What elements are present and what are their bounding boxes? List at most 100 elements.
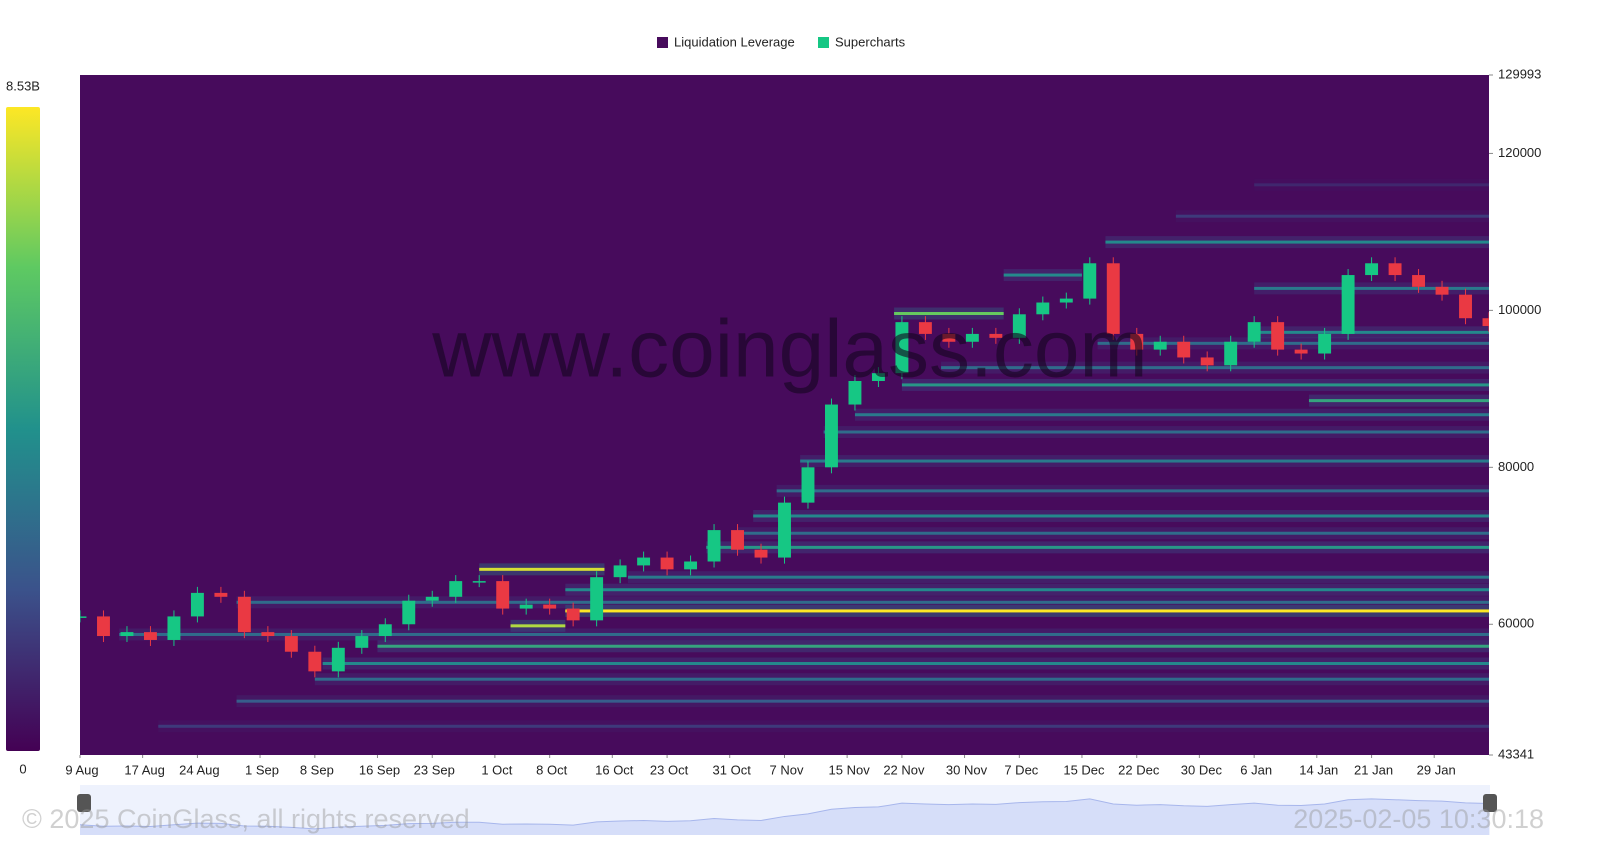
- liquidation-level: [1254, 330, 1489, 334]
- liquidation-level: [941, 366, 1489, 370]
- candle: [1482, 318, 1489, 327]
- candle: [519, 604, 533, 609]
- candle: [1294, 349, 1308, 354]
- x-tick-label: 14 Jan: [1299, 762, 1338, 777]
- liquidation-level: [1105, 240, 1489, 244]
- candle: [731, 530, 744, 550]
- candle: [472, 581, 486, 583]
- candle: [214, 592, 228, 597]
- liquidation-level: [565, 609, 1489, 613]
- liquidation-level: [314, 677, 1489, 681]
- candle: [190, 592, 204, 617]
- candle: [378, 624, 392, 637]
- x-tick-label: 15 Nov: [829, 762, 871, 777]
- liquidation-level: [1308, 399, 1489, 403]
- x-tick-label: 16 Sep: [359, 762, 400, 777]
- y-tick-label: 100000: [1498, 302, 1541, 317]
- navigator-handle[interactable]: [1483, 794, 1497, 812]
- liquidation-level: [510, 624, 566, 628]
- y-tick-label: 129993: [1498, 66, 1541, 81]
- liquidation-level: [236, 600, 1489, 604]
- candle: [1083, 263, 1097, 299]
- liquidation-level: [158, 724, 1489, 728]
- y-tick-label: 43341: [1498, 746, 1534, 761]
- liquidation-level: [894, 312, 1004, 316]
- liquidation-level: [627, 575, 1489, 579]
- candle: [684, 561, 698, 570]
- candle: [261, 632, 275, 637]
- y-tick-label: 80000: [1498, 459, 1534, 474]
- liquidation-level: [823, 430, 1489, 434]
- candle: [1318, 333, 1332, 354]
- x-tick-label: 7 Dec: [1004, 762, 1038, 777]
- x-tick-label: 21 Jan: [1354, 762, 1393, 777]
- x-tick-label: 16 Oct: [595, 762, 634, 777]
- liquidation-level: [1175, 214, 1489, 218]
- candle: [1435, 286, 1449, 295]
- liquidation-level: [901, 383, 1489, 387]
- candle: [1059, 298, 1073, 303]
- x-tick-label: 7 Nov: [770, 762, 804, 777]
- x-tick-label: 15 Dec: [1063, 762, 1105, 777]
- x-tick-label: 8 Oct: [536, 762, 567, 777]
- y-tick-label: 120000: [1498, 145, 1541, 160]
- liquidation-level: [854, 413, 1489, 417]
- candle: [848, 380, 862, 405]
- candle: [543, 604, 557, 609]
- candle: [167, 616, 181, 640]
- candle: [120, 632, 134, 637]
- candle: [237, 596, 251, 633]
- liquidation-level: [479, 567, 605, 571]
- liquidation-level: [737, 531, 1489, 535]
- liquidation-level: [377, 644, 1489, 648]
- candle: [566, 608, 580, 621]
- x-tick-label: 31 Oct: [713, 762, 752, 777]
- color-tick-label: 8.53B: [6, 78, 40, 93]
- legend-label[interactable]: Supercharts: [835, 34, 906, 49]
- candle: [143, 632, 157, 640]
- x-tick-label: 23 Oct: [650, 762, 689, 777]
- candle: [707, 530, 721, 562]
- candle: [308, 651, 322, 672]
- liquidation-level: [119, 632, 1489, 636]
- candle: [331, 647, 345, 672]
- candle: [1153, 341, 1167, 350]
- legend-swatch[interactable]: [818, 37, 829, 48]
- candle: [80, 616, 87, 618]
- x-tick-label: 9 Aug: [65, 762, 98, 777]
- candle: [1341, 275, 1355, 334]
- legend-label[interactable]: Liquidation Leverage: [674, 34, 795, 49]
- candle: [1247, 322, 1261, 342]
- copyright: © 2025 CoinGlass, all rights reserved: [22, 804, 470, 834]
- candle: [1012, 314, 1026, 338]
- candle: [1271, 322, 1285, 350]
- candle: [97, 616, 110, 637]
- navigator-handle[interactable]: [77, 794, 91, 812]
- x-tick-label: 24 Aug: [179, 762, 220, 777]
- timestamp: 2025-02-05 10:30:18: [1293, 804, 1544, 834]
- candle: [660, 557, 674, 570]
- candle: [496, 581, 510, 609]
- candle: [825, 404, 838, 468]
- candle: [918, 322, 932, 334]
- liquidation-level: [236, 699, 1489, 703]
- x-tick-label: 17 Aug: [124, 762, 165, 777]
- candle: [1388, 263, 1402, 276]
- legend-swatch[interactable]: [657, 37, 668, 48]
- candle: [895, 322, 909, 374]
- x-tick-label: 30 Dec: [1181, 762, 1223, 777]
- candle: [637, 557, 651, 566]
- candle: [989, 333, 1003, 338]
- candle: [942, 333, 956, 342]
- liquidation-level: [1003, 273, 1082, 277]
- x-tick-label: 1 Oct: [481, 762, 512, 777]
- candle: [1177, 341, 1191, 358]
- liquidation-level: [753, 514, 1489, 518]
- x-tick-label: 30 Nov: [946, 762, 988, 777]
- candle: [425, 596, 439, 601]
- x-tick-label: 23 Sep: [414, 762, 455, 777]
- candle: [1365, 263, 1379, 276]
- liquidation-level: [565, 588, 1489, 592]
- x-tick-label: 29 Jan: [1417, 762, 1456, 777]
